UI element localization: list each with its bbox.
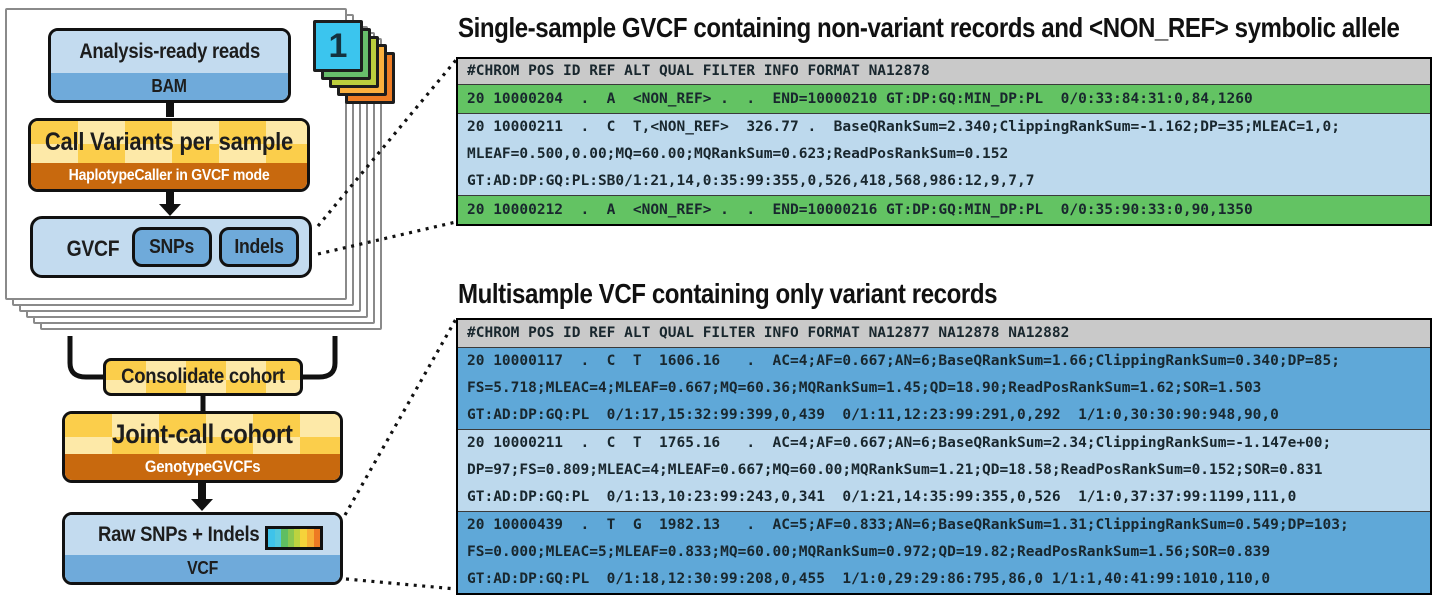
sample-card-1: 1 bbox=[313, 20, 363, 72]
vcf-record-row: 20 10000117 . C T 1606.16 . AC=4;AF=0.66… bbox=[458, 347, 1430, 429]
vcf-record-line: DP=97;FS=0.809;MLEAC=4;MLEAF=0.667;MQ=60… bbox=[467, 462, 1323, 478]
gvcf-record-row: 20 10000211 . C T,<NON_REF> 326.77 . Bas… bbox=[458, 113, 1430, 195]
vcf-format-label: VCF bbox=[187, 558, 218, 578]
arrow-head bbox=[191, 499, 213, 511]
consolidate-cohort-box: Consolidate cohort bbox=[103, 358, 303, 396]
gvcf-table-header: #CHROM POS ID REF ALT QUAL FILTER INFO F… bbox=[467, 63, 930, 79]
indels-pill: Indels bbox=[219, 227, 299, 267]
analysis-ready-reads-box: Analysis-ready reads BAM bbox=[48, 28, 291, 103]
vcf-record-line: 20 10000439 . T G 1982.13 . AC=5;AF=0.83… bbox=[467, 517, 1349, 533]
gvcf-label: GVCF bbox=[66, 236, 120, 261]
genotypegvcfs-label: GenotypeGVCFs bbox=[144, 457, 261, 476]
gvcf-table-header-row: #CHROM POS ID REF ALT QUAL FILTER INFO F… bbox=[458, 59, 1430, 84]
multicolor-strip-icon bbox=[265, 526, 323, 550]
gvcf-record-line: 20 10000212 . A <NON_REF> . . END=100002… bbox=[467, 202, 1253, 218]
vcf-record-line: 20 10000117 . C T 1606.16 . AC=4;AF=0.66… bbox=[467, 353, 1340, 369]
vcf-record-line: 20 10000211 . C T 1765.16 . AC=4;AF=0.66… bbox=[467, 435, 1332, 451]
vcf-record-line: GT:AD:DP:GQ:PL 0/1:18,12:30:99:208,0,455… bbox=[467, 571, 1271, 587]
raw-snps-indels-label: Raw SNPs + Indels bbox=[98, 523, 260, 546]
analysis-ready-reads-label: Analysis-ready reads bbox=[79, 40, 260, 63]
vcf-record-row: 20 10000439 . T G 1982.13 . AC=5;AF=0.83… bbox=[458, 511, 1430, 593]
gvcf-record-line: GT:AD:DP:GQ:PL:SB0/1:21,14,0:35:99:355,0… bbox=[467, 173, 1035, 189]
call-variants-label: Call Variants per sample bbox=[45, 127, 294, 156]
gvcf-record-row: 20 10000212 . A <NON_REF> . . END=100002… bbox=[458, 195, 1430, 224]
joint-call-label: Joint-call cohort bbox=[112, 418, 293, 449]
vcf-record-line: FS=0.000;MLEAC=5;MLEAF=0.833;MQ=60.00;MQ… bbox=[467, 544, 1271, 560]
raw-snps-indels-box: Raw SNPs + Indels VCF bbox=[62, 512, 343, 585]
vcf-record-line: GT:AD:DP:GQ:PL 0/1:13,10:23:99:243,0,341… bbox=[467, 489, 1297, 505]
snps-label: SNPs bbox=[149, 235, 195, 258]
bracket-left bbox=[67, 336, 103, 380]
dotted-connector-vcf-top bbox=[343, 318, 458, 516]
call-variants-box: Call Variants per sample HaplotypeCaller… bbox=[28, 118, 310, 192]
vcf-record-line: FS=5.718;MLEAC=4;MLEAF=0.667;MQ=60.36;MQ… bbox=[467, 380, 1262, 396]
vcf-panel-title: Multisample VCF containing only variant … bbox=[458, 278, 998, 309]
vcf-table-header-row: #CHROM POS ID REF ALT QUAL FILTER INFO F… bbox=[458, 320, 1430, 347]
dotted-connector-vcf-bottom bbox=[345, 577, 457, 591]
haplotypecaller-label: HaplotypeCaller in GVCF mode bbox=[68, 167, 270, 184]
bam-format-label: BAM bbox=[151, 76, 188, 96]
gvcf-panel-title: Single-sample GVCF containing non-varian… bbox=[458, 12, 1400, 43]
snps-pill: SNPs bbox=[132, 227, 212, 267]
gvcf-table: #CHROM POS ID REF ALT QUAL FILTER INFO F… bbox=[456, 57, 1432, 226]
sample-card-number: 1 bbox=[328, 26, 348, 65]
consolidate-cohort-label: Consolidate cohort bbox=[121, 365, 285, 388]
gvcf-record-line: 20 10000211 . C T,<NON_REF> 326.77 . Bas… bbox=[467, 119, 1340, 135]
gvcf-record-line: 20 10000204 . A <NON_REF> . . END=100002… bbox=[467, 91, 1253, 107]
indels-label: Indels bbox=[234, 235, 284, 258]
vcf-record-row: 20 10000211 . C T 1765.16 . AC=4;AF=0.66… bbox=[458, 429, 1430, 511]
vcf-record-line: GT:AD:DP:GQ:PL 0/1:17,15:32:99:399,0,439… bbox=[467, 407, 1279, 423]
joint-call-box: Joint-call cohort GenotypeGVCFs bbox=[62, 411, 343, 483]
gvcf-record-line: MLEAF=0.500,0.00;MQ=60.00;MQRankSum=0.62… bbox=[467, 146, 1009, 162]
bracket-right bbox=[303, 336, 338, 380]
gvcf-record-row: 20 10000204 . A <NON_REF> . . END=100002… bbox=[458, 84, 1430, 113]
vcf-table: #CHROM POS ID REF ALT QUAL FILTER INFO F… bbox=[456, 318, 1432, 595]
vcf-table-header: #CHROM POS ID REF ALT QUAL FILTER INFO F… bbox=[467, 325, 1070, 341]
